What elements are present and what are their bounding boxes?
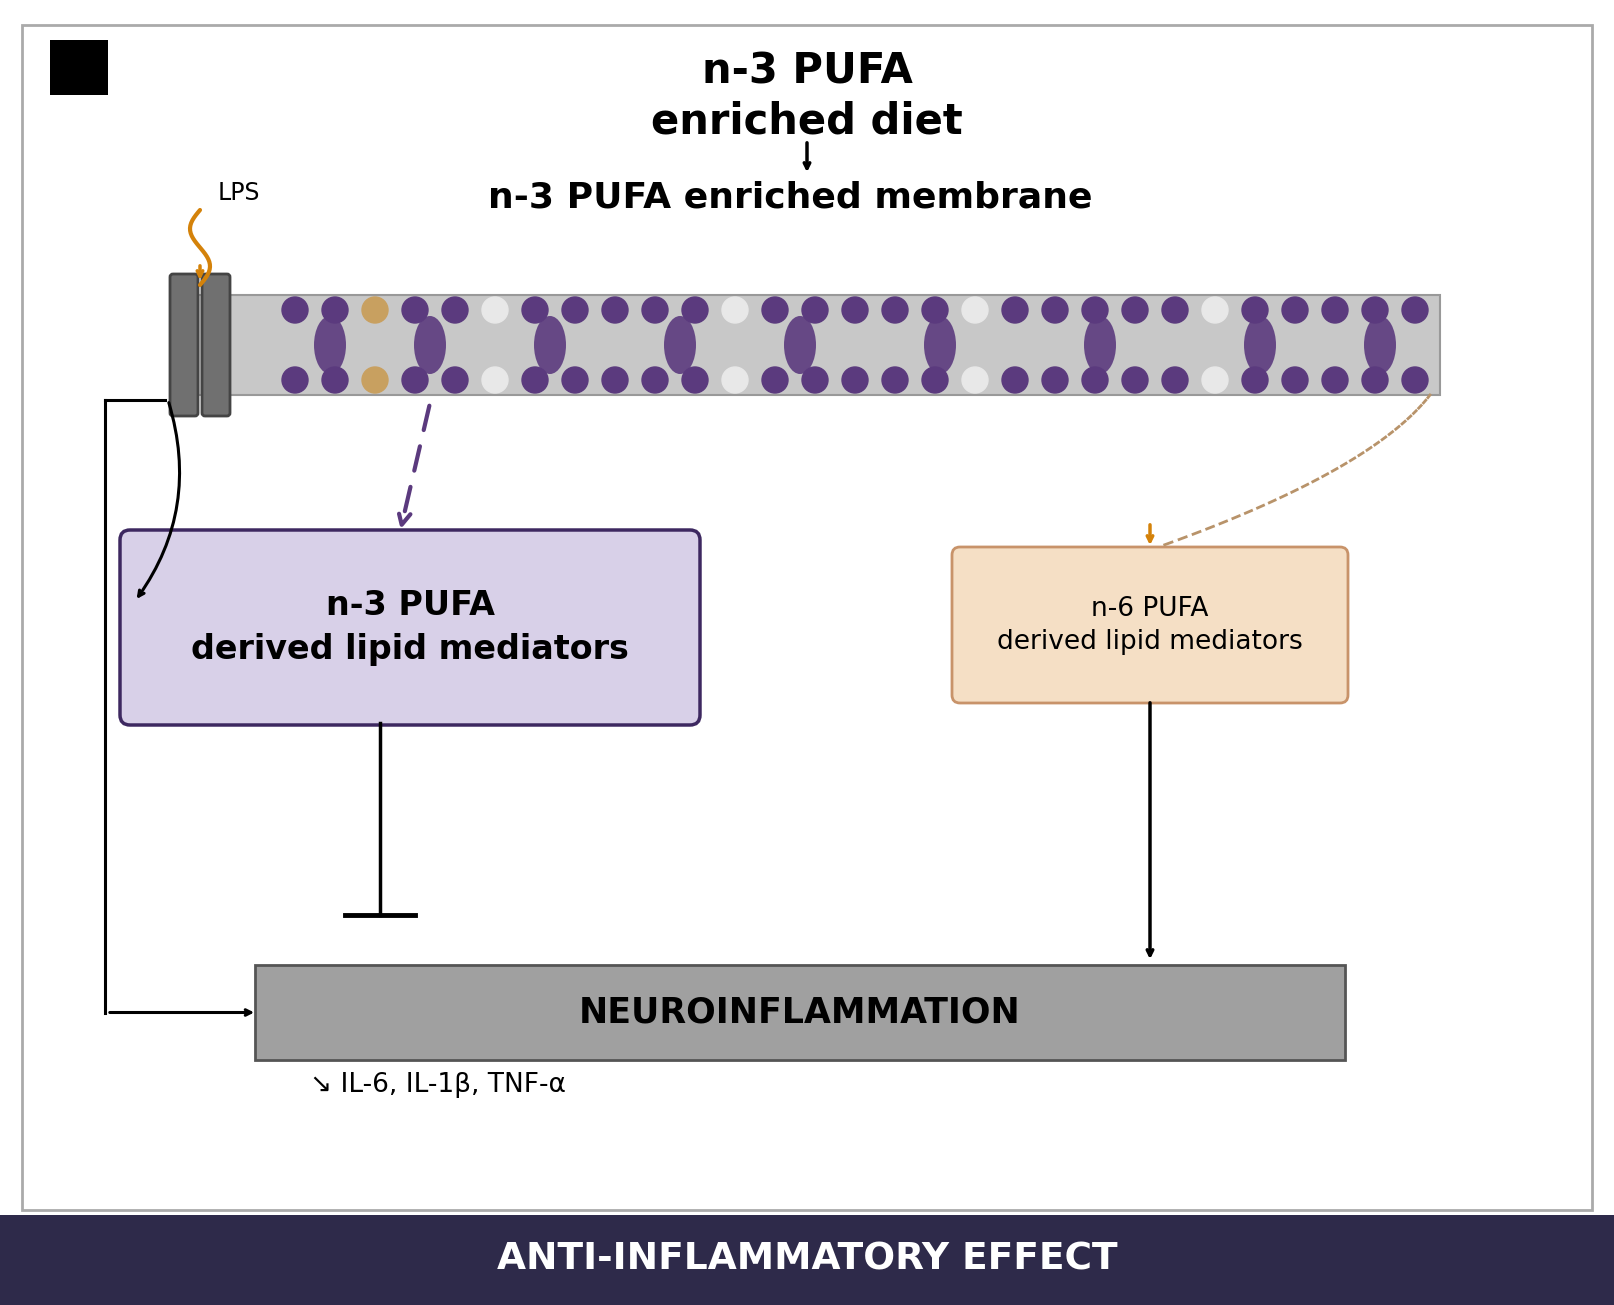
Circle shape	[282, 298, 308, 324]
Circle shape	[843, 298, 868, 324]
Ellipse shape	[1244, 316, 1277, 375]
Ellipse shape	[534, 316, 567, 375]
Circle shape	[721, 298, 747, 324]
Text: n-3 PUFA
enriched diet: n-3 PUFA enriched diet	[650, 50, 964, 142]
Text: n-6 PUFA
derived lipid mediators: n-6 PUFA derived lipid mediators	[997, 595, 1302, 655]
Circle shape	[323, 298, 349, 324]
FancyBboxPatch shape	[119, 530, 700, 726]
Circle shape	[721, 367, 747, 393]
Text: ANTI-INFLAMMATORY EFFECT: ANTI-INFLAMMATORY EFFECT	[497, 1242, 1117, 1278]
Text: NEUROINFLAMMATION: NEUROINFLAMMATION	[579, 996, 1022, 1030]
Circle shape	[602, 298, 628, 324]
Circle shape	[1162, 367, 1188, 393]
Circle shape	[962, 367, 988, 393]
Ellipse shape	[415, 316, 445, 375]
Text: n-3 PUFA
derived lipid mediators: n-3 PUFA derived lipid mediators	[190, 590, 629, 666]
Bar	[195, 295, 1440, 395]
Circle shape	[762, 298, 788, 324]
Circle shape	[802, 298, 828, 324]
Ellipse shape	[784, 316, 817, 375]
Circle shape	[1362, 298, 1388, 324]
Circle shape	[362, 367, 387, 393]
Circle shape	[642, 298, 668, 324]
Circle shape	[642, 367, 668, 393]
Ellipse shape	[1085, 316, 1115, 375]
Circle shape	[762, 367, 788, 393]
Circle shape	[1403, 367, 1428, 393]
Circle shape	[1322, 298, 1348, 324]
Ellipse shape	[923, 316, 955, 375]
Circle shape	[843, 367, 868, 393]
Bar	[50, 40, 108, 95]
Circle shape	[1202, 367, 1228, 393]
Circle shape	[1403, 298, 1428, 324]
Circle shape	[881, 367, 909, 393]
Circle shape	[483, 298, 508, 324]
Circle shape	[1243, 298, 1269, 324]
Bar	[0, 1215, 1614, 1305]
Circle shape	[402, 298, 428, 324]
Circle shape	[1043, 298, 1068, 324]
Circle shape	[1202, 298, 1228, 324]
Circle shape	[922, 298, 947, 324]
Circle shape	[1122, 298, 1148, 324]
Circle shape	[562, 367, 587, 393]
Circle shape	[402, 367, 428, 393]
Circle shape	[562, 298, 587, 324]
Circle shape	[922, 367, 947, 393]
Circle shape	[362, 298, 387, 324]
FancyBboxPatch shape	[952, 547, 1348, 703]
Ellipse shape	[1364, 316, 1396, 375]
Circle shape	[683, 298, 709, 324]
Text: n-3 PUFA enriched membrane: n-3 PUFA enriched membrane	[487, 180, 1093, 214]
Circle shape	[1081, 298, 1107, 324]
FancyBboxPatch shape	[202, 274, 231, 416]
Circle shape	[602, 367, 628, 393]
Circle shape	[962, 298, 988, 324]
Circle shape	[802, 367, 828, 393]
Bar	[255, 964, 1344, 1060]
Circle shape	[1081, 367, 1107, 393]
Circle shape	[521, 367, 549, 393]
Circle shape	[1122, 367, 1148, 393]
Circle shape	[881, 298, 909, 324]
Circle shape	[1322, 367, 1348, 393]
Circle shape	[1362, 367, 1388, 393]
Circle shape	[282, 367, 308, 393]
Circle shape	[1002, 298, 1028, 324]
FancyBboxPatch shape	[169, 274, 199, 416]
Circle shape	[1043, 367, 1068, 393]
Circle shape	[1243, 367, 1269, 393]
Circle shape	[323, 367, 349, 393]
Ellipse shape	[663, 316, 696, 375]
Text: LPS: LPS	[218, 181, 260, 205]
Circle shape	[1002, 367, 1028, 393]
Ellipse shape	[315, 316, 345, 375]
Text: ↘ IL-6, IL-1β, TNF-α: ↘ IL-6, IL-1β, TNF-α	[310, 1071, 567, 1098]
Circle shape	[442, 298, 468, 324]
Circle shape	[1282, 367, 1307, 393]
Circle shape	[1162, 298, 1188, 324]
Circle shape	[683, 367, 709, 393]
Circle shape	[483, 367, 508, 393]
Circle shape	[442, 367, 468, 393]
Circle shape	[521, 298, 549, 324]
Circle shape	[1282, 298, 1307, 324]
